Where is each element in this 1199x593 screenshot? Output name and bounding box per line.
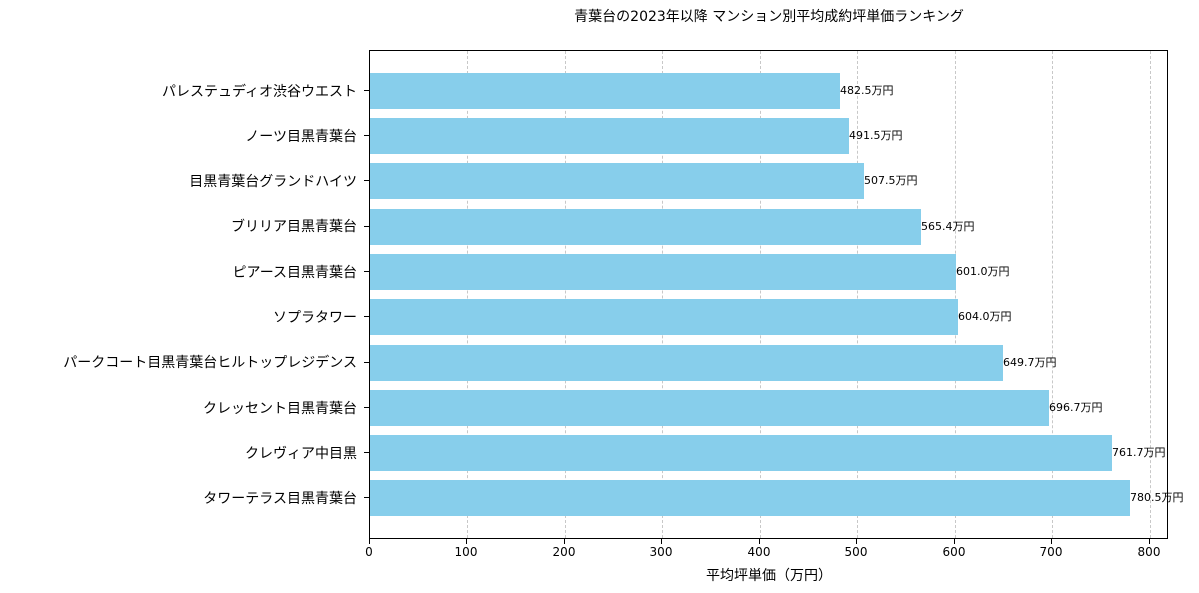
- bar: [370, 480, 1130, 516]
- gridline: [467, 51, 468, 538]
- y-tick: [364, 362, 369, 363]
- data-label: 482.5万円: [840, 84, 894, 97]
- x-tick-label: 800: [1137, 545, 1161, 559]
- y-tick-label: タワーテラス目黒青葉台: [203, 491, 357, 507]
- x-tick: [661, 539, 662, 544]
- bar: [370, 435, 1112, 471]
- bar: [370, 73, 840, 109]
- data-label: 491.5万円: [849, 129, 903, 142]
- bar: [370, 345, 1003, 381]
- y-tick-label: 目黒青葉台グランドハイツ: [189, 174, 357, 190]
- gridline: [955, 51, 956, 538]
- y-tick: [364, 271, 369, 272]
- x-tick-label: 700: [1039, 545, 1063, 559]
- bar: [370, 163, 864, 199]
- y-tick-label: ソプラタワー: [273, 310, 357, 326]
- y-tick: [364, 316, 369, 317]
- bar: [370, 118, 849, 154]
- y-tick: [364, 226, 369, 227]
- x-tick: [1149, 539, 1150, 544]
- y-tick: [364, 180, 369, 181]
- data-label: 604.0万円: [958, 310, 1012, 323]
- x-tick-label: 400: [747, 545, 771, 559]
- data-label: 696.7万円: [1049, 401, 1103, 414]
- x-tick: [369, 539, 370, 544]
- data-label: 649.7万円: [1003, 356, 1057, 369]
- x-tick-label: 300: [649, 545, 673, 559]
- y-tick-label: クレッセント目黒青葉台: [203, 401, 357, 417]
- data-label: 565.4万円: [921, 220, 975, 233]
- bar: [370, 390, 1049, 426]
- gridline: [1150, 51, 1151, 538]
- y-tick-label: クレヴィア中目黒: [245, 446, 357, 462]
- x-tick-label: 600: [942, 545, 966, 559]
- y-tick: [364, 452, 369, 453]
- y-tick: [364, 407, 369, 408]
- y-tick-label: パークコート目黒青葉台ヒルトップレジデンス: [63, 355, 357, 371]
- y-tick: [364, 90, 369, 91]
- gridline: [565, 51, 566, 538]
- x-tick: [564, 539, 565, 544]
- x-tick: [466, 539, 467, 544]
- x-tick: [1051, 539, 1052, 544]
- x-tick: [759, 539, 760, 544]
- data-label: 761.7万円: [1112, 446, 1166, 459]
- y-tick-label: パレステュディオ渋谷ウエスト: [161, 84, 357, 100]
- data-label: 601.0万円: [956, 265, 1010, 278]
- x-tick: [954, 539, 955, 544]
- y-tick: [364, 135, 369, 136]
- gridline: [1052, 51, 1053, 538]
- data-label: 780.5万円: [1130, 491, 1184, 504]
- x-tick-label: 500: [844, 545, 868, 559]
- bar: [370, 254, 956, 290]
- x-tick-label: 200: [552, 545, 576, 559]
- bar: [370, 299, 958, 335]
- x-tick-label: 100: [454, 545, 478, 559]
- x-axis-title: 平均坪単価（万円）: [706, 568, 832, 584]
- gridline: [662, 51, 663, 538]
- gridline: [857, 51, 858, 538]
- chart-title: 青葉台の2023年以降 マンション別平均成約坪単価ランキング: [574, 9, 964, 25]
- x-tick-label: 0: [365, 545, 373, 559]
- data-label: 507.5万円: [864, 174, 918, 187]
- y-tick-label: ブリリア目黒青葉台: [231, 219, 357, 235]
- gridline: [760, 51, 761, 538]
- y-tick: [364, 497, 369, 498]
- y-tick-label: ピアース目黒青葉台: [232, 265, 357, 281]
- y-tick-label: ノーツ目黒青葉台: [245, 129, 357, 145]
- bar: [370, 209, 921, 245]
- plot-area: [369, 50, 1168, 539]
- x-tick: [856, 539, 857, 544]
